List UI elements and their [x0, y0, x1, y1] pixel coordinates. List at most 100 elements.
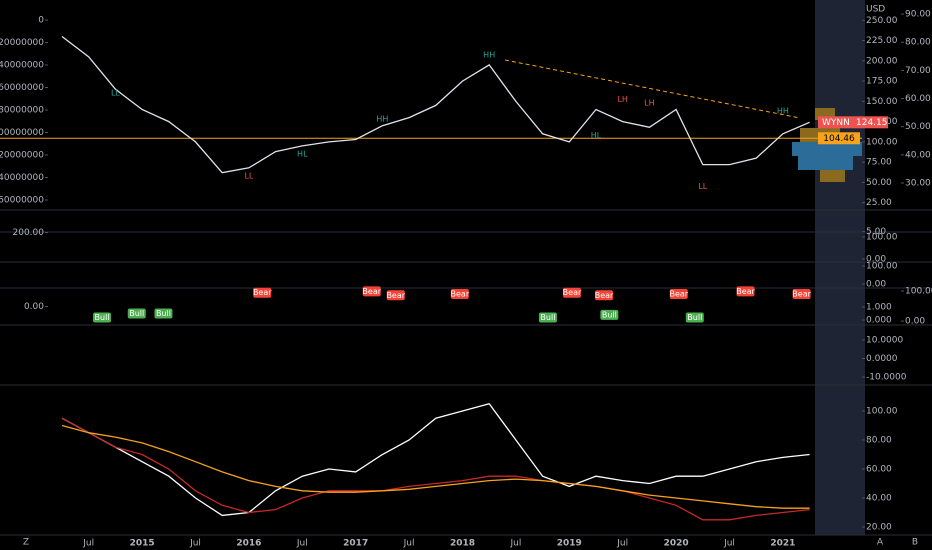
x-tick-label: Jul [403, 539, 415, 549]
tick-label: 30.00 [905, 178, 931, 188]
series-line [61, 417, 810, 521]
pivot-label: HH [483, 51, 495, 60]
x-tick-label: Jul [189, 539, 201, 549]
signal-badge [736, 286, 755, 297]
signal-label: Bear [386, 291, 405, 300]
signal-label: Bear [736, 287, 755, 296]
tick-label: 200.00 [866, 56, 898, 66]
corner-button[interactable]: Z [23, 538, 29, 548]
signal-badge [562, 287, 581, 298]
x-tick-label: Jul [616, 539, 628, 549]
tick-label: 0.00 [866, 280, 886, 290]
pivot-label: HL [591, 131, 602, 140]
tick-label: -10.0000 [866, 373, 907, 383]
tick-label: 10.0000 [866, 336, 903, 346]
signal-label: Bull [129, 309, 144, 318]
signal-badge [538, 312, 557, 323]
tick-label: -80000000 [0, 106, 44, 116]
tick-label: 150.00 [866, 97, 898, 107]
tick-label: 100.00 [866, 137, 898, 147]
pivot-label: LH [617, 95, 627, 104]
last-price: 124.15 [856, 118, 888, 128]
tick-label: 20.00 [866, 523, 892, 533]
x-tick-label: 2017 [343, 539, 368, 549]
series-line [61, 424, 810, 509]
tick-label: 1.000 [866, 303, 892, 313]
tick-label: 75.00 [866, 158, 892, 168]
x-tick-label: 2021 [770, 539, 795, 549]
signal-badge [362, 286, 381, 297]
profile-bar [820, 170, 845, 182]
tick-label: 100.00 [866, 261, 898, 271]
signal-badge [450, 288, 469, 299]
pivot-label: HH [376, 115, 388, 124]
x-tick-label: 2019 [557, 539, 582, 549]
tick-label: 0 [38, 16, 44, 26]
tick-label: 175.00 [866, 77, 898, 87]
profile-bar [792, 142, 862, 156]
signal-label: Bear [563, 288, 582, 297]
signal-badge [669, 288, 688, 299]
signal-label: Bear [451, 289, 470, 298]
signal-label: Bull [540, 313, 555, 322]
tick-label: -160000000 [0, 195, 44, 205]
corner-button[interactable]: B [912, 538, 918, 548]
pivot-label: LL [111, 89, 120, 98]
profile-bar [798, 156, 853, 170]
tick-label: 60.00 [905, 94, 931, 104]
tick-label: 25.00 [866, 198, 892, 208]
x-tick-label: 2015 [130, 539, 155, 549]
tick-label: -40000000 [0, 61, 44, 71]
tick-label: 0.0000 [866, 354, 898, 364]
signal-label: Bear [669, 289, 688, 298]
signal-label: Bull [687, 313, 702, 322]
tick-label: 100.00 [866, 406, 898, 416]
signal-badge [127, 308, 146, 319]
signal-badge [93, 312, 112, 323]
tick-label: 0.000 [866, 316, 892, 326]
unit-label: USD [866, 5, 885, 15]
tick-label: 80.00 [905, 38, 931, 48]
tick-label: 200.00 [13, 228, 45, 238]
pivot-label: LL [698, 182, 707, 191]
x-tick-label: 2020 [664, 539, 689, 549]
corner-button[interactable]: A [877, 538, 884, 548]
tick-label: 90.00 [905, 10, 931, 20]
signal-badge [386, 290, 405, 301]
tick-label: -140000000 [0, 173, 44, 183]
signal-label: Bear [362, 287, 381, 296]
tick-label: 100.00 [866, 232, 898, 242]
x-tick-label: Jul [509, 539, 521, 549]
highlight-zone [815, 0, 865, 535]
pivot-label: HH [777, 107, 789, 116]
price-tag [818, 132, 860, 145]
tick-label: 5.00 [866, 227, 886, 237]
pivot-label: LH [644, 98, 654, 107]
tick-label: 225.00 [866, 36, 898, 46]
tick-label: -60000000 [0, 83, 44, 93]
tick-label: 0.00 [866, 255, 886, 265]
tick-label: 0.00 [905, 317, 925, 327]
x-tick-label: 2018 [450, 539, 475, 549]
tick-label: 40.00 [866, 494, 892, 504]
signal-badge [792, 288, 811, 299]
x-tick-label: Jul [723, 539, 735, 549]
tick-label: 40.00 [905, 150, 931, 160]
tick-label: 80.00 [866, 435, 892, 445]
pivot-label: HL [297, 150, 308, 159]
tick-label: 60.00 [866, 464, 892, 474]
signal-badge [595, 290, 614, 301]
signal-badge [154, 308, 173, 319]
trend-line [504, 59, 801, 119]
x-tick-label: Jul [82, 539, 94, 549]
tick-label: 70.00 [905, 66, 931, 76]
signal-label: Bull [95, 313, 110, 322]
x-tick-label: Jul [296, 539, 308, 549]
tick-label: 50.00 [866, 178, 892, 188]
pivot-label: LL [244, 171, 253, 180]
signal-label: Bull [602, 310, 617, 319]
price-tag-label: 104.46 [823, 134, 855, 144]
signal-label: Bear [595, 291, 614, 300]
signal-badge [600, 309, 619, 320]
